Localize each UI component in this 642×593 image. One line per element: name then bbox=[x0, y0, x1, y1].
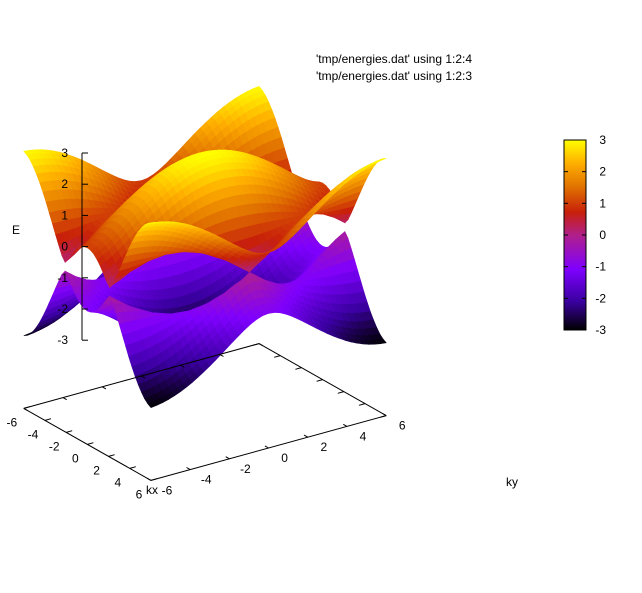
x-tick bbox=[108, 454, 115, 457]
z-tick-label: 1 bbox=[61, 208, 68, 222]
colorbar-tick-label: -1 bbox=[595, 260, 606, 274]
x-tick bbox=[23, 406, 30, 409]
colorbar-tick-label: 1 bbox=[599, 196, 606, 210]
y-tick-back bbox=[23, 407, 28, 411]
x-tick-back bbox=[380, 415, 387, 418]
z-tick-label: 3 bbox=[61, 146, 68, 160]
surfaces bbox=[23, 86, 387, 408]
y-tick-label: 0 bbox=[281, 451, 288, 465]
y-tick-label: -6 bbox=[162, 483, 173, 497]
y-tick-label: 2 bbox=[320, 440, 327, 454]
colorbar-tick-label: -2 bbox=[595, 291, 606, 305]
z-tick-label: 0 bbox=[61, 240, 68, 254]
x-tick-label: -4 bbox=[28, 427, 39, 441]
x-tick-label: -6 bbox=[6, 415, 17, 429]
y-tick-label: -2 bbox=[240, 462, 251, 476]
surface-patch bbox=[371, 160, 381, 164]
y-tick bbox=[303, 434, 309, 438]
x-tick-label: -2 bbox=[49, 439, 60, 453]
x-tick-label: 6 bbox=[136, 487, 143, 501]
y-tick-back bbox=[62, 397, 67, 401]
y-tick-label: 4 bbox=[360, 429, 367, 443]
z-tick-label: -1 bbox=[57, 271, 68, 285]
y-tick-back bbox=[101, 386, 107, 390]
y-tick bbox=[382, 413, 387, 417]
surface-patch bbox=[147, 401, 158, 408]
y-tick bbox=[147, 477, 152, 481]
colorbar-tick-label: 2 bbox=[599, 165, 606, 179]
x-tick-back bbox=[252, 343, 260, 346]
y-tick bbox=[186, 467, 191, 471]
x-tick-back bbox=[316, 379, 323, 382]
y-tick-label: -4 bbox=[201, 473, 212, 487]
colorbar: 3 2 1 0 -1 -2 -3 bbox=[563, 133, 606, 337]
z-tick-label: 2 bbox=[61, 177, 68, 191]
x-tick-label: 2 bbox=[93, 463, 100, 477]
y-tick-back bbox=[180, 364, 185, 368]
y-tick bbox=[225, 456, 230, 460]
x-tick bbox=[129, 466, 136, 469]
colorbar-tick-label: 0 bbox=[599, 228, 606, 242]
x-axis-line bbox=[23, 407, 152, 481]
y-axis-label: ky bbox=[506, 475, 518, 489]
x-tick-back bbox=[337, 391, 344, 394]
y-tick-label: 6 bbox=[399, 419, 406, 433]
legend: 'tmp/energies.dat' using 1:2:4 'tmp/ener… bbox=[316, 52, 472, 83]
y-tick bbox=[343, 423, 348, 427]
legend-entry-2: 'tmp/energies.dat' using 1:2:3 bbox=[316, 69, 472, 83]
x-tick-label: 0 bbox=[72, 451, 79, 465]
y-tick-back bbox=[219, 353, 224, 357]
x-tick-label: 4 bbox=[114, 475, 121, 489]
z-tick-label: -2 bbox=[57, 302, 68, 316]
colorbar-tick-label: -3 bbox=[595, 323, 606, 337]
colorbar-tick-label: 3 bbox=[599, 133, 606, 147]
x-tick-back bbox=[295, 367, 302, 370]
legend-entry-1: 'tmp/energies.dat' using 1:2:4 bbox=[316, 52, 472, 66]
z-tick-label: -3 bbox=[57, 333, 68, 347]
x-tick bbox=[87, 442, 94, 445]
x-tick bbox=[44, 418, 52, 421]
x-tick-back bbox=[358, 403, 366, 406]
y-tick bbox=[264, 445, 269, 449]
x-tick bbox=[150, 478, 158, 481]
surface-patch bbox=[147, 222, 157, 224]
x-axis-label: kx bbox=[146, 483, 158, 497]
y-tick-back bbox=[258, 343, 263, 347]
z-axis-label: E bbox=[12, 223, 20, 237]
x-tick bbox=[66, 430, 73, 433]
x-tick-back bbox=[274, 355, 281, 358]
y-tick-back bbox=[141, 375, 146, 379]
